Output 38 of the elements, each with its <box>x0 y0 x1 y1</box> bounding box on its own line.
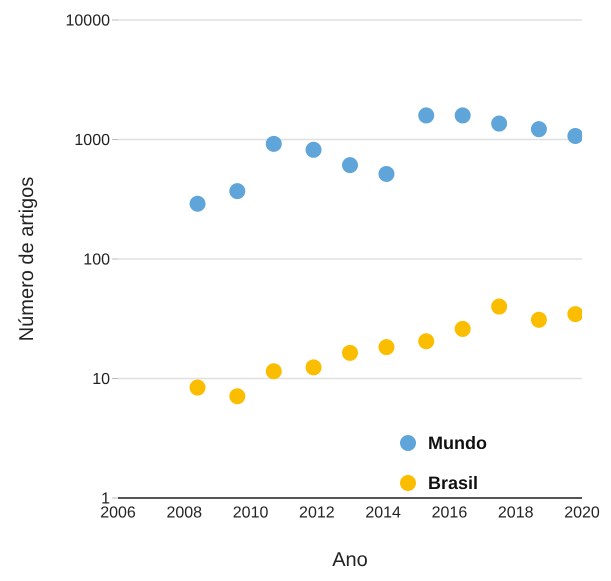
point <box>530 312 547 328</box>
x-tick-label: 2010 <box>232 504 268 522</box>
x-tick-label: 2014 <box>365 504 402 522</box>
point <box>418 333 434 350</box>
point <box>342 344 358 361</box>
x-tick-label: 2012 <box>299 504 335 522</box>
point <box>190 380 206 396</box>
point <box>491 298 508 315</box>
x-tick-label: 2008 <box>166 504 202 522</box>
point <box>306 142 322 158</box>
point <box>378 339 394 356</box>
point <box>491 116 508 132</box>
point <box>418 107 434 124</box>
y-tick-label: 10000 <box>66 12 110 30</box>
y-tick-label: 10 <box>92 371 110 388</box>
point <box>229 388 246 404</box>
point <box>454 320 471 337</box>
point <box>266 363 282 380</box>
point <box>567 128 582 144</box>
y-tick-label: 1000 <box>74 132 110 150</box>
point <box>229 183 246 200</box>
point <box>567 306 582 322</box>
point <box>266 136 282 152</box>
x-tick-label: 2020 <box>564 504 600 522</box>
point <box>378 166 394 182</box>
x-axis-title: Ano <box>332 549 368 571</box>
point <box>190 196 206 212</box>
legend-label: Brasil <box>428 472 478 494</box>
x-tick-label: 2018 <box>498 504 534 522</box>
point <box>454 107 471 124</box>
y-axis-title: Número de artigos <box>16 176 38 342</box>
x-tick-label: 2006 <box>100 504 136 522</box>
point <box>530 121 547 138</box>
point <box>306 359 322 376</box>
x-tick-label: 2016 <box>432 504 468 522</box>
y-tick-label: 100 <box>83 252 110 269</box>
point <box>342 157 358 174</box>
legend-label: Mundo <box>428 432 487 454</box>
